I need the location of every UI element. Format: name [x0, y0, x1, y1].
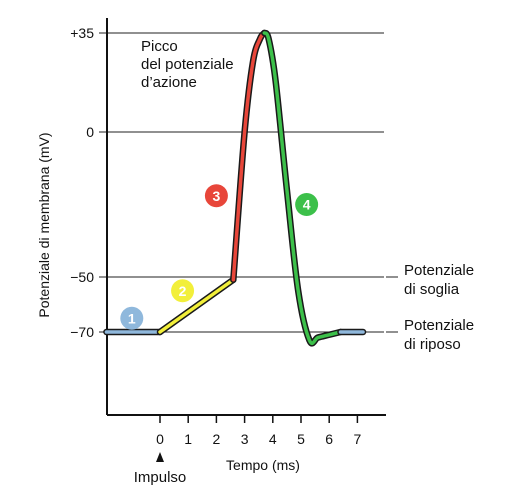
stimulus-label: Impulso	[134, 469, 187, 486]
y-tick-label: −50	[70, 269, 94, 285]
x-tick-label: 1	[184, 431, 192, 447]
phase-2-number: 2	[179, 283, 187, 299]
y-tick-label: +35	[70, 25, 94, 41]
peak-annotation: Picco del potenziale d’azione	[141, 38, 234, 91]
x-tick-label: 4	[269, 431, 277, 447]
phase-1-number: 1	[128, 310, 136, 326]
reference-label: Potenziale di soglia	[404, 262, 474, 298]
phase-1-badge	[120, 306, 144, 330]
y-tick-label: 0	[86, 124, 94, 140]
phase-4-badge	[295, 193, 319, 216]
x-tick-label: 7	[354, 431, 362, 447]
stimulus-arrow-icon	[156, 452, 164, 462]
phase-2-line	[158, 278, 236, 334]
x-axis-title: Tempo (ms)	[226, 457, 300, 473]
reference-label: Potenziale di riposo	[404, 317, 474, 353]
x-tick-label: 5	[297, 431, 305, 447]
phase-3-number: 3	[213, 188, 221, 204]
phase-2-badge	[171, 279, 195, 303]
y-axis-title: Potenziale di membrana (mV)	[36, 132, 52, 317]
phase-3-line	[231, 31, 267, 282]
phase-4-line	[262, 31, 343, 346]
x-tick-label: 0	[156, 431, 164, 447]
x-tick-label: 6	[325, 431, 333, 447]
phase-3-badge	[204, 184, 228, 208]
phase-4-number: 4	[303, 197, 311, 213]
x-tick-label: 2	[213, 431, 221, 447]
y-tick-label: −70	[70, 324, 94, 340]
x-tick-label: 3	[241, 431, 249, 447]
phase-outline	[230, 29, 268, 283]
